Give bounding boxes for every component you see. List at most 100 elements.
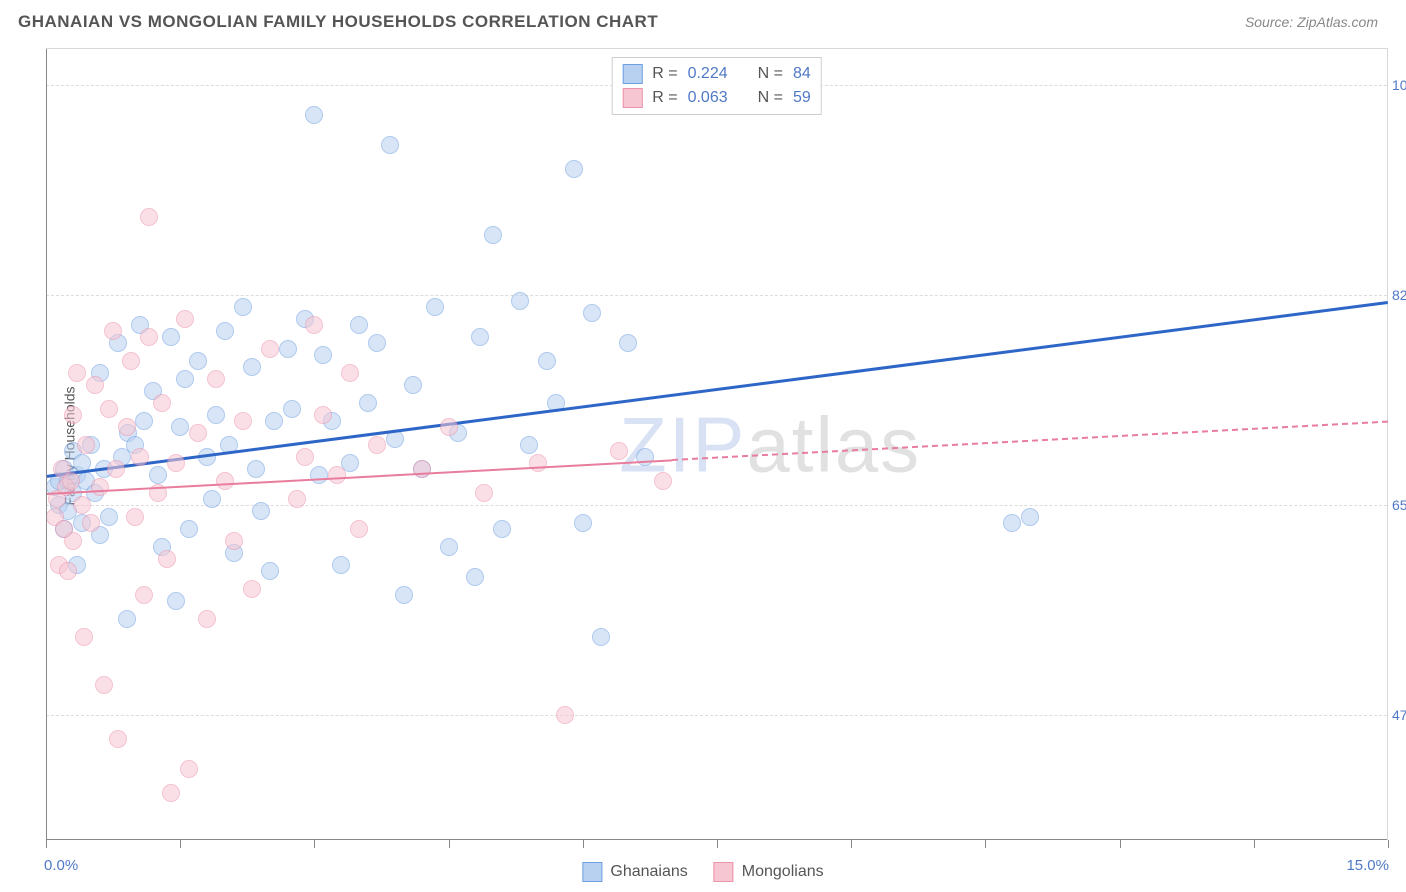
scatter-point (592, 628, 610, 646)
scatter-point (350, 316, 368, 334)
scatter-point (162, 328, 180, 346)
scatter-point (100, 508, 118, 526)
plot-region: ZIPatlas 47.5%65.0%82.5%100.0% (46, 49, 1387, 840)
n-label: N = (758, 89, 783, 107)
scatter-point (140, 208, 158, 226)
n-label: N = (758, 65, 783, 83)
stats-row-ghanaians: R = 0.224 N = 84 (622, 62, 811, 86)
scatter-point (167, 592, 185, 610)
scatter-point (198, 610, 216, 628)
scatter-point (305, 316, 323, 334)
scatter-point (328, 466, 346, 484)
chart-title: GHANAIAN VS MONGOLIAN FAMILY HOUSEHOLDS … (18, 12, 658, 32)
scatter-point (158, 550, 176, 568)
legend-item-mongolians: Mongolians (714, 862, 824, 882)
scatter-point (288, 490, 306, 508)
series-legend: Ghanaians Mongolians (582, 862, 823, 882)
scatter-point (440, 538, 458, 556)
scatter-point (565, 160, 583, 178)
scatter-point (332, 556, 350, 574)
r-value-ghanaians: 0.224 (688, 65, 728, 83)
scatter-point (583, 304, 601, 322)
scatter-point (243, 358, 261, 376)
scatter-point (62, 472, 80, 490)
scatter-point (381, 136, 399, 154)
x-tick (1254, 840, 1255, 848)
x-tick (314, 840, 315, 848)
scatter-point (520, 436, 538, 454)
gridline-label: 47.5% (1392, 707, 1406, 723)
scatter-point (314, 406, 332, 424)
scatter-point (73, 496, 91, 514)
scatter-point (296, 448, 314, 466)
scatter-point (180, 520, 198, 538)
scatter-point (636, 448, 654, 466)
scatter-point (368, 334, 386, 352)
x-axis-min-label: 0.0% (44, 857, 78, 874)
trend-line (46, 301, 1388, 478)
scatter-point (207, 406, 225, 424)
x-tick (449, 840, 450, 848)
legend-label-mongolians: Mongolians (742, 863, 824, 881)
scatter-point (189, 352, 207, 370)
swatch-ghanaians (622, 64, 642, 84)
gridline: 65.0% (46, 505, 1387, 506)
scatter-point (252, 502, 270, 520)
scatter-point (135, 412, 153, 430)
r-label: R = (652, 65, 677, 83)
scatter-point (131, 448, 149, 466)
scatter-point (1003, 514, 1021, 532)
scatter-point (100, 400, 118, 418)
gridline-label: 100.0% (1392, 77, 1406, 93)
scatter-point (176, 310, 194, 328)
r-label: R = (652, 89, 677, 107)
legend-label-ghanaians: Ghanaians (610, 863, 687, 881)
r-value-mongolians: 0.063 (688, 89, 728, 107)
scatter-point (556, 706, 574, 724)
scatter-point (395, 586, 413, 604)
x-tick (46, 840, 47, 848)
scatter-point (75, 628, 93, 646)
scatter-point (104, 322, 122, 340)
scatter-point (91, 478, 109, 496)
scatter-point (95, 676, 113, 694)
watermark-zip: ZIP (619, 400, 746, 488)
scatter-point (261, 340, 279, 358)
scatter-point (538, 352, 556, 370)
scatter-point (1021, 508, 1039, 526)
x-tick (1388, 840, 1389, 848)
scatter-point (77, 436, 95, 454)
x-tick (1120, 840, 1121, 848)
scatter-point (118, 610, 136, 628)
swatch-ghanaians (582, 862, 602, 882)
scatter-point (216, 322, 234, 340)
scatter-point (440, 418, 458, 436)
scatter-point (359, 394, 377, 412)
scatter-point (314, 346, 332, 364)
scatter-point (176, 370, 194, 388)
scatter-point (247, 460, 265, 478)
swatch-mongolians (714, 862, 734, 882)
scatter-point (86, 376, 104, 394)
scatter-point (122, 352, 140, 370)
scatter-point (109, 730, 127, 748)
scatter-point (153, 394, 171, 412)
stats-legend: R = 0.224 N = 84 R = 0.063 N = 59 (611, 57, 822, 115)
scatter-point (59, 562, 77, 580)
scatter-point (368, 436, 386, 454)
source-label: Source: ZipAtlas.com (1245, 14, 1378, 30)
scatter-point (654, 472, 672, 490)
scatter-point (404, 376, 422, 394)
scatter-point (171, 418, 189, 436)
scatter-point (126, 508, 144, 526)
scatter-point (107, 460, 125, 478)
scatter-point (413, 460, 431, 478)
stats-row-mongolians: R = 0.063 N = 59 (622, 86, 811, 110)
scatter-point (64, 406, 82, 424)
scatter-point (341, 364, 359, 382)
scatter-point (283, 400, 301, 418)
legend-item-ghanaians: Ghanaians (582, 862, 687, 882)
scatter-point (68, 364, 86, 382)
scatter-point (305, 106, 323, 124)
scatter-point (261, 562, 279, 580)
